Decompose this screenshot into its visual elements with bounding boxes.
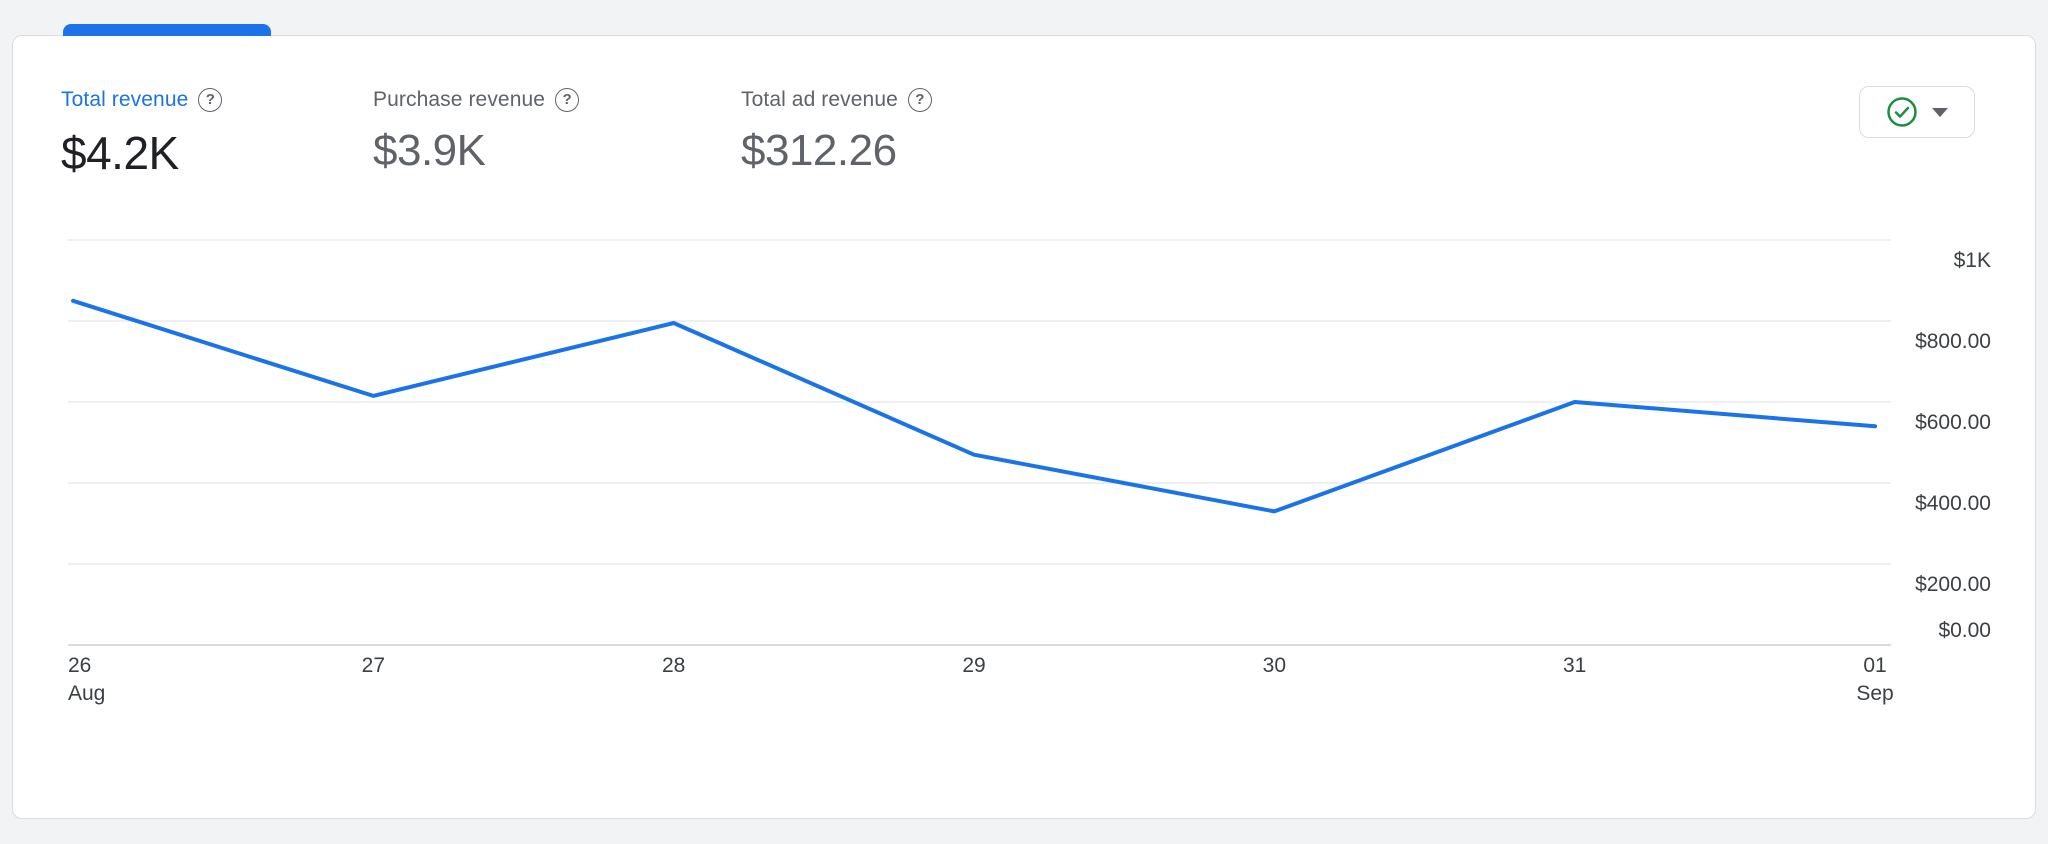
svg-text:30: 30 [1263, 654, 1286, 677]
metric-purchase-revenue[interactable]: Purchase revenue ? $3.9K [373, 88, 580, 176]
svg-text:$400.00: $400.00 [1915, 492, 1991, 515]
svg-text:29: 29 [962, 654, 985, 677]
help-icon[interactable]: ? [907, 88, 932, 112]
data-quality-dropdown[interactable] [1859, 86, 1975, 138]
metric-label[interactable]: Total revenue [61, 88, 189, 111]
svg-text:26: 26 [68, 654, 91, 677]
svg-text:$600.00: $600.00 [1915, 411, 1991, 434]
metric-value: $312.26 [741, 126, 897, 175]
svg-text:$800.00: $800.00 [1915, 330, 1991, 353]
svg-text:Aug: Aug [68, 682, 105, 705]
metric-value: $3.9K [373, 126, 486, 175]
svg-text:$0.00: $0.00 [1938, 619, 1991, 642]
svg-text:28: 28 [662, 654, 685, 677]
revenue-report-card: Total revenue ? $4.2K Purchase revenue ?… [12, 35, 2036, 819]
metric-label[interactable]: Total ad revenue [741, 88, 898, 111]
metric-value: $4.2K [61, 127, 179, 179]
metric-label[interactable]: Purchase revenue [373, 88, 546, 111]
svg-text:$200.00: $200.00 [1915, 573, 1991, 596]
revenue-line-chart[interactable]: $1K $800.00 $600.00 $400.00 $200.00 $0.00 26 Au… [13, 200, 2037, 740]
revenue-chart-area[interactable]: $1K $800.00 $600.00 $400.00 $200.00 $0.00 26 Au… [13, 200, 2037, 740]
svg-text:01: 01 [1863, 654, 1886, 677]
selected-metric-tab-indicator [63, 24, 271, 36]
check-circle-icon [1887, 97, 1917, 127]
help-icon[interactable]: ? [555, 88, 580, 112]
metric-total-revenue[interactable]: Total revenue ? $4.2K [61, 88, 223, 180]
metric-total-ad-revenue[interactable]: Total ad revenue ? $312.26 [741, 88, 932, 176]
svg-text:$1K: $1K [1954, 249, 1991, 272]
svg-text:Sep: Sep [1856, 682, 1893, 705]
svg-text:27: 27 [362, 654, 385, 677]
help-icon[interactable]: ? [198, 88, 223, 112]
svg-text:31: 31 [1563, 654, 1586, 677]
chevron-down-icon [1932, 107, 1948, 117]
